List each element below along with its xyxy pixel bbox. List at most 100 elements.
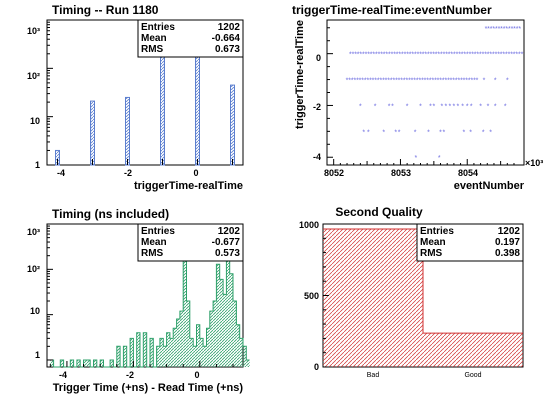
stats-rms-label: RMS [141, 248, 164, 259]
histogram-bar [230, 84, 235, 166]
scatter-point: * [365, 52, 368, 59]
scatter-point: * [398, 52, 401, 59]
scatter-point: * [489, 129, 492, 136]
scatter-point: * [359, 78, 362, 85]
scatter-point: * [406, 52, 409, 59]
histogram-bin [110, 359, 114, 367]
y-tick-label: 1000 [299, 220, 319, 230]
histogram-bin [209, 311, 214, 367]
stats-rms-value: 0.398 [495, 248, 520, 259]
scatter-point: * [518, 52, 521, 59]
scatter-point: * [440, 103, 443, 110]
y-tick-label: 10³ [27, 227, 40, 237]
scatter-point: * [353, 78, 356, 85]
scatter-point: * [393, 52, 396, 59]
scatter-point: * [463, 78, 466, 85]
scatter-point: * [349, 52, 352, 59]
scatter-point: * [374, 78, 377, 85]
histogram-bin [70, 359, 74, 367]
stats-entries-value: 1202 [218, 22, 241, 33]
scatter-point: * [476, 52, 479, 59]
scatter-point: * [460, 78, 463, 85]
histogram-bin [239, 338, 243, 367]
x-tick-label: 0 [194, 370, 199, 380]
scatter-point: * [465, 78, 468, 85]
stats-rms-value: 0.573 [215, 248, 240, 259]
scatter-point: * [431, 78, 434, 85]
scatter-point: * [453, 103, 456, 110]
scatter-point: * [484, 52, 487, 59]
scatter-point: * [442, 129, 445, 136]
histogram-bin [100, 359, 104, 367]
scatter-point: * [479, 103, 482, 110]
scatter-point: * [490, 26, 493, 33]
scatter-point: * [437, 52, 440, 59]
scatter-point: * [390, 78, 393, 85]
scatter-point: * [469, 129, 472, 136]
histogram-bin [93, 359, 97, 367]
scatter-point: * [357, 52, 360, 59]
scatter-point: * [417, 52, 420, 59]
scatter-point: * [405, 78, 408, 85]
scatter-panel: triggerTime-realTime:eventNumber * * * * * * *… [292, 3, 543, 192]
scatter-point: * [487, 103, 490, 110]
scatter-point: * [495, 26, 498, 33]
x-tick-label: -2 [126, 370, 134, 380]
chart-title: Timing (ns included) [52, 207, 169, 221]
timing-ns-histogram: Timing (ns included) 1 10 10² 10³ -4 -2 … [27, 207, 250, 394]
scatter-point: * [455, 78, 458, 85]
x-tick-label: 8054 [458, 168, 478, 178]
scatter-point: * [457, 103, 460, 110]
histogram-bin [50, 359, 54, 367]
chart-title: Second Quality [335, 205, 423, 219]
stats-mean-label: Mean [141, 237, 167, 248]
scatter-point: * [378, 52, 381, 59]
axes [327, 27, 515, 165]
x-tick-label: -2 [124, 168, 132, 178]
scatter-point: * [382, 78, 385, 85]
scatter-point: * [458, 52, 461, 59]
scatter-point: * [439, 129, 442, 136]
scatter-point: * [424, 78, 427, 85]
scatter-point: * [362, 129, 365, 136]
y-tick-label: 10² [27, 71, 40, 81]
stats-mean-value: 0.197 [495, 237, 520, 248]
scatter-point: * [414, 129, 417, 136]
scatter-point: * [461, 52, 464, 59]
scatter-point: * [487, 26, 490, 33]
histogram-bin [179, 311, 184, 367]
scatter-point: * [427, 129, 430, 136]
scatter-point: * [510, 52, 513, 59]
histogram-bin [83, 359, 87, 367]
x-tick-label: 0 [193, 168, 198, 178]
scatter-point: * [439, 78, 442, 85]
timing-run-histogram: Timing -- Run 1180 1 10 10² 10³ -4 -2 0 … [27, 3, 244, 192]
scatter-point: * [430, 52, 433, 59]
scatter-point: * [497, 52, 500, 59]
scatter-point: * [508, 52, 511, 59]
scatter-point: * [445, 103, 448, 110]
scatter-point: * [508, 26, 511, 33]
scatter-point: * [372, 52, 375, 59]
y-tick-label: -2 [313, 102, 321, 112]
histogram-bin [246, 359, 250, 367]
histogram-bin [136, 332, 141, 367]
histogram-outline [50, 225, 250, 368]
histogram-bin [199, 338, 204, 367]
scatter-point: * [414, 52, 417, 59]
scatter-point: * [463, 129, 466, 136]
scatter-point: * [382, 129, 385, 136]
scatter-point: * [521, 52, 524, 59]
scatter-point: * [432, 103, 435, 110]
histogram-bin [219, 279, 224, 367]
axes [47, 19, 233, 166]
scatter-point: * [388, 103, 391, 110]
scatter-point: * [453, 52, 456, 59]
scatter-point: * [513, 52, 516, 59]
x-category-label: Good [464, 372, 481, 379]
scatter-point: * [511, 26, 514, 33]
stats-rms-label: RMS [141, 44, 164, 55]
scatter-point: * [364, 78, 367, 85]
scatter-point: * [500, 26, 503, 33]
histogram-bin [86, 359, 91, 367]
